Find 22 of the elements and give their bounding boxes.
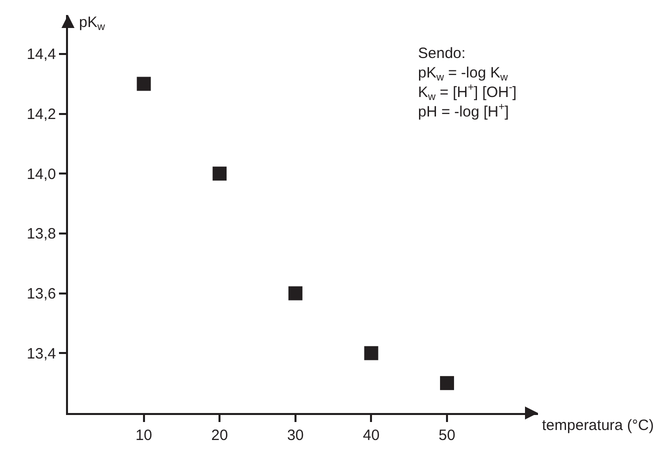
y-tick-label: 13,8 — [26, 226, 56, 243]
x-tick-label: 20 — [211, 427, 228, 444]
point — [364, 346, 378, 360]
point — [136, 76, 151, 91]
annotation: pK$_{w}$ = -log K$_{w}$ — [418, 64, 508, 84]
x-tick-label: 40 — [362, 427, 380, 444]
y-tick-label: 14,0 — [26, 166, 56, 183]
y-tick-label: 13,4 — [26, 345, 56, 362]
x-tick-label: 10 — [135, 427, 152, 444]
y-tick-label: 13,6 — [26, 286, 56, 303]
x-tick-label: 50 — [438, 427, 456, 444]
y-axis-title: pK$_{w}$ — [79, 14, 106, 34]
point — [212, 166, 227, 181]
annotation: Sendo: — [418, 45, 466, 62]
y-tick-label: 14,4 — [26, 46, 56, 64]
annotation: pH = -log [H$^{+}$] — [418, 101, 509, 120]
annotation: K$_{w}$ = [H$^{+}$] [OH$^{-}$] — [418, 82, 517, 104]
y-tick-label: 14,2 — [26, 106, 56, 123]
x-axis-title: temperatura (°C) — [542, 417, 654, 434]
point — [288, 286, 302, 300]
x-tick-label: 30 — [287, 427, 304, 444]
point — [440, 376, 454, 390]
